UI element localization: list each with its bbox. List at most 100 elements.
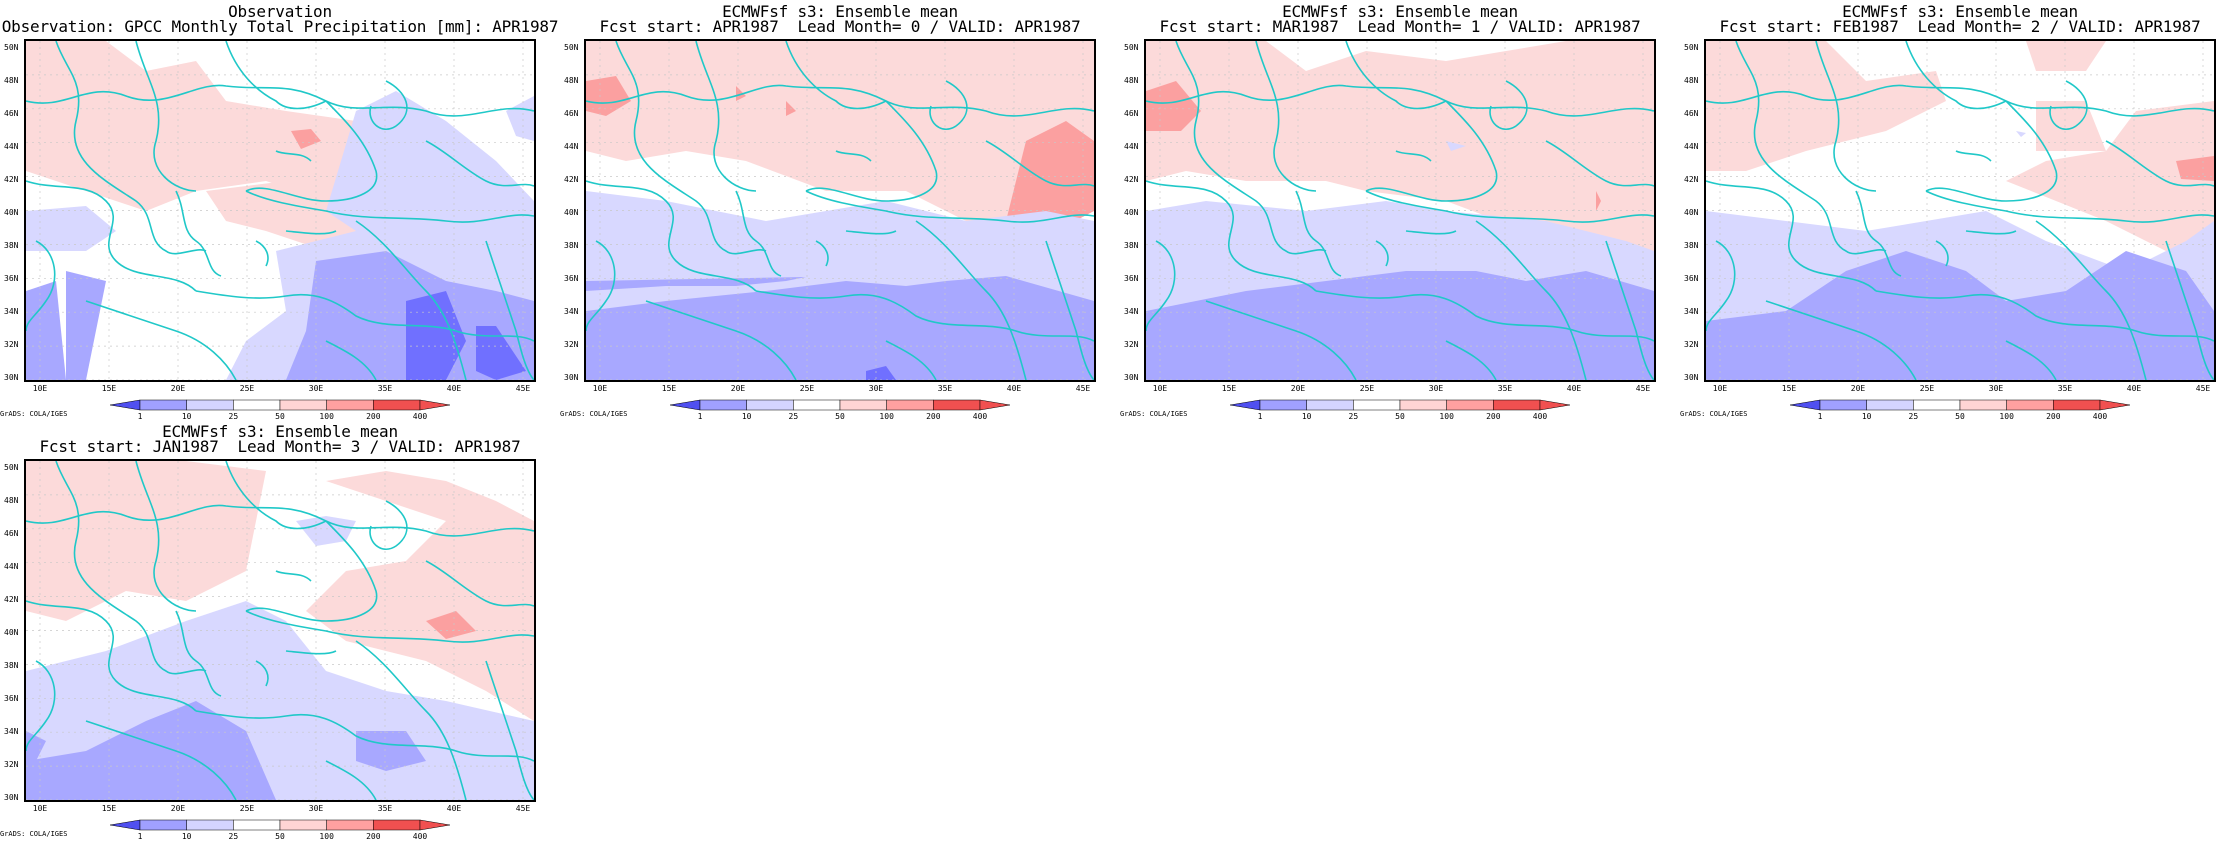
- colorbar: [1790, 399, 2130, 411]
- longitude-label: 15E: [1781, 384, 1797, 393]
- colorbar-tick-label: 50: [1955, 412, 1965, 421]
- longitude-label: 40E: [2126, 384, 2142, 393]
- latitude-label: 36N: [1684, 274, 1699, 283]
- precip-region: [2026, 41, 2106, 71]
- precip-region: [1706, 41, 1946, 171]
- longitude-label: 40E: [446, 384, 462, 393]
- longitude-label: 30E: [1988, 384, 2004, 393]
- colorbar-segment: [186, 399, 234, 411]
- map-panel-lead1: ECMWFsf s3: Ensemble mean Fcst start: MA…: [1120, 0, 1680, 421]
- coastline: [2005, 340, 2057, 380]
- colorbar-segment: [110, 399, 141, 411]
- grads-credit: GrADS: COLA/IGES: [0, 410, 68, 418]
- colorbar-tick-label: 100: [319, 412, 334, 421]
- colorbar-segment: [793, 399, 841, 411]
- longitude-label: 30E: [1428, 384, 1444, 393]
- colorbar-segment: [2006, 399, 2054, 411]
- longitude-label: 15E: [1221, 384, 1237, 393]
- coastline: [255, 660, 269, 687]
- coastline: [285, 230, 337, 235]
- coastline: [805, 100, 938, 202]
- colorbar-tick-label: 100: [1439, 412, 1454, 421]
- colorbar: [110, 819, 450, 831]
- colorbar-segment: [1399, 399, 1447, 411]
- precip-region: [786, 41, 886, 101]
- longitude-label: 40E: [446, 804, 462, 813]
- latitude-label: 50N: [4, 43, 19, 52]
- coastline: [785, 41, 887, 110]
- longitude-label: 10E: [1712, 384, 1728, 393]
- coastline: [1405, 230, 1457, 235]
- latitude-label: 50N: [1124, 43, 1139, 52]
- colorbar-segment: [279, 819, 327, 831]
- coastline: [26, 240, 56, 332]
- panel-subtitle: Observation: GPCC Monthly Total Precipit…: [1, 17, 559, 36]
- precip-region: [866, 366, 896, 380]
- longitude-label: 20E: [170, 804, 186, 813]
- precip-region: [1446, 141, 1466, 151]
- precip-region: [2176, 156, 2214, 181]
- latitude-label: 36N: [1124, 274, 1139, 283]
- colorbar-tick-label: 400: [972, 412, 988, 421]
- latitude-label: 44N: [4, 562, 19, 571]
- coastline: [485, 240, 534, 380]
- coastline: [1706, 180, 1877, 292]
- panel-subtitle: Fcst start: FEB1987 Lead Month= 2 / VALI…: [1719, 17, 2201, 36]
- precipitation-map: [24, 39, 536, 382]
- coastline: [1706, 84, 2214, 117]
- coastline: [325, 760, 377, 800]
- precip-region: [586, 76, 631, 116]
- panel-subtitle: Fcst start: MAR1987 Lead Month= 1 / VALI…: [1159, 17, 1641, 36]
- latitude-label: 44N: [1124, 142, 1139, 151]
- colorbar-segment: [1959, 399, 2007, 411]
- longitude-label: 40E: [1566, 384, 1582, 393]
- coastline: [369, 500, 408, 550]
- longitude-label: 45E: [515, 384, 531, 393]
- colorbar-segment: [1539, 399, 1570, 411]
- colorbar-tick-label: 25: [228, 412, 239, 421]
- latitude-label: 34N: [4, 727, 19, 736]
- longitude-label: 25E: [239, 804, 255, 813]
- longitude-label: 45E: [1635, 384, 1651, 393]
- coastline: [285, 650, 337, 655]
- coastline: [835, 150, 872, 162]
- coastline: [1395, 150, 1432, 162]
- latitude-label: 42N: [4, 595, 19, 604]
- latitude-label: 32N: [4, 340, 19, 349]
- colorbar-tick-label: 200: [366, 412, 381, 421]
- colorbar-segment: [419, 399, 450, 411]
- coastline: [485, 660, 534, 800]
- map-panel-lead2: ECMWFsf s3: Ensemble mean Fcst start: FE…: [1680, 0, 2240, 421]
- colorbar-segment: [670, 399, 701, 411]
- coastline: [26, 180, 197, 292]
- coastline: [1489, 80, 1528, 130]
- latitude-label: 36N: [4, 274, 19, 283]
- coastline: [1815, 41, 1877, 192]
- precipitation-map: [584, 39, 1096, 382]
- coastline: [2105, 140, 2214, 187]
- coastline: [55, 461, 207, 675]
- coastline: [135, 41, 197, 192]
- latitude-label: 30N: [4, 793, 19, 802]
- precip-region: [476, 326, 526, 380]
- coastline: [815, 240, 829, 267]
- longitude-label: 20E: [1850, 384, 1866, 393]
- coastline: [1855, 190, 1902, 277]
- colorbar-tick-label: 400: [412, 832, 428, 841]
- latitude-label: 40N: [4, 208, 19, 217]
- colorbar-tick-label: 50: [275, 832, 285, 841]
- coastline: [1365, 100, 1498, 202]
- precip-region: [586, 277, 806, 291]
- colorbar-tick-label: 25: [788, 412, 799, 421]
- coastline: [245, 100, 378, 202]
- coastline: [985, 140, 1094, 187]
- colorbar-segment: [326, 819, 374, 831]
- colorbar-segment: [110, 819, 141, 831]
- colorbar-tick-label: 200: [366, 832, 381, 841]
- coastline: [245, 520, 378, 622]
- longitude-label: 10E: [32, 804, 48, 813]
- panel-title: ECMWFsf s3: Ensemble mean: [1282, 2, 1518, 21]
- latitude-label: 46N: [1684, 109, 1699, 118]
- longitude-label: 45E: [1075, 384, 1091, 393]
- colorbar-tick-label: 25: [1908, 412, 1919, 421]
